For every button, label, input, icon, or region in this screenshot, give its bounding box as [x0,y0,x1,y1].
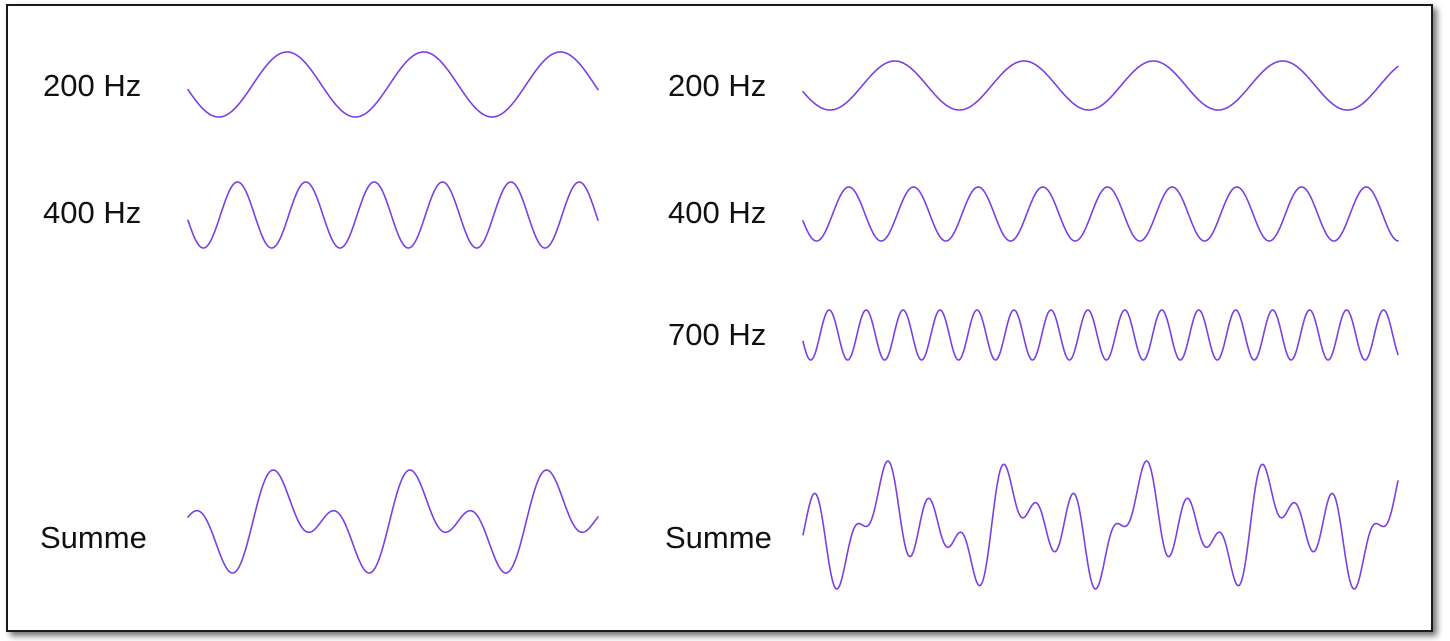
label-left-400hz: 400 Hz [43,195,142,230]
wave-left-400hz [187,181,599,249]
diagram-frame [6,4,1433,632]
wave-right-200hz [802,60,1399,111]
label-left-summe: Summe [40,520,147,555]
label-right-summe: Summe [665,520,772,555]
label-right-400hz: 400 Hz [668,195,767,230]
label-right-200hz: 200 Hz [668,68,767,103]
wave-right-700hz [802,309,1399,361]
label-right-700hz: 700 Hz [668,317,767,352]
wave-right-400hz [802,186,1399,242]
label-left-200hz: 200 Hz [43,68,142,103]
wave-left-200hz [187,51,599,118]
wave-right-summe [802,460,1399,590]
wave-left-summe [187,469,599,574]
